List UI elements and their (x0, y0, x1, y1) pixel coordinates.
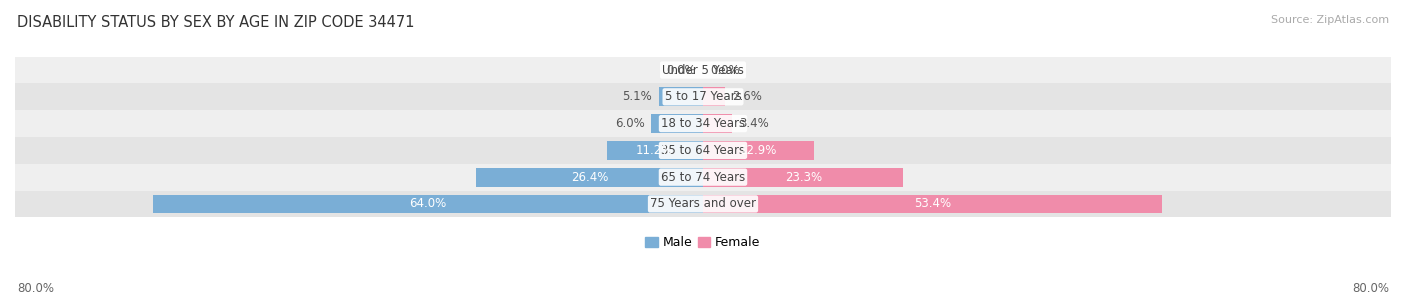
Bar (703, 114, 733, 133)
Bar (15, 191, 1391, 217)
Text: 0.0%: 0.0% (710, 64, 740, 77)
Bar (477, 168, 703, 186)
Bar (703, 195, 1163, 213)
Bar (703, 141, 814, 160)
Bar (15, 164, 1391, 191)
Text: 18 to 34 Years: 18 to 34 Years (661, 117, 745, 130)
Text: 53.4%: 53.4% (914, 197, 952, 210)
Text: 5.1%: 5.1% (623, 90, 652, 103)
Text: 11.2%: 11.2% (636, 144, 673, 157)
Text: 3.4%: 3.4% (740, 117, 769, 130)
Text: Under 5 Years: Under 5 Years (662, 64, 744, 77)
Bar (606, 141, 703, 160)
Text: 75 Years and over: 75 Years and over (650, 197, 756, 210)
Text: 65 to 74 Years: 65 to 74 Years (661, 171, 745, 184)
Bar (703, 88, 725, 106)
Bar (15, 110, 1391, 137)
Text: 12.9%: 12.9% (740, 144, 778, 157)
Text: 80.0%: 80.0% (17, 282, 53, 295)
Text: 0.0%: 0.0% (666, 64, 696, 77)
Bar (15, 137, 1391, 164)
Text: Source: ZipAtlas.com: Source: ZipAtlas.com (1271, 15, 1389, 25)
Bar (651, 114, 703, 133)
Text: 6.0%: 6.0% (614, 117, 644, 130)
Text: 26.4%: 26.4% (571, 171, 609, 184)
Text: 2.6%: 2.6% (733, 90, 762, 103)
Text: 64.0%: 64.0% (409, 197, 447, 210)
Text: 5 to 17 Years: 5 to 17 Years (665, 90, 741, 103)
Bar (15, 83, 1391, 110)
Bar (153, 195, 703, 213)
Text: 80.0%: 80.0% (1353, 282, 1389, 295)
Bar (15, 57, 1391, 83)
Legend: Male, Female: Male, Female (645, 237, 761, 250)
Text: 23.3%: 23.3% (785, 171, 821, 184)
Bar (659, 88, 703, 106)
Text: DISABILITY STATUS BY SEX BY AGE IN ZIP CODE 34471: DISABILITY STATUS BY SEX BY AGE IN ZIP C… (17, 15, 415, 30)
Bar (703, 168, 904, 186)
Text: 35 to 64 Years: 35 to 64 Years (661, 144, 745, 157)
